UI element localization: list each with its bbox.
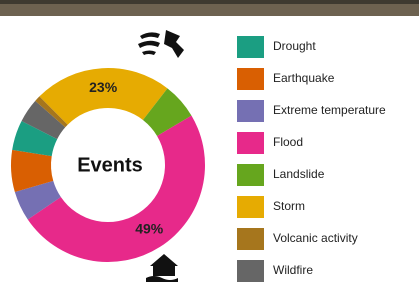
storm-icon bbox=[138, 30, 184, 58]
value-label: 23% bbox=[89, 79, 118, 95]
legend-swatch bbox=[237, 196, 264, 218]
page: Events 23% 49% Drought Earthquake Extreme te… bbox=[0, 0, 419, 282]
legend-swatch bbox=[237, 260, 264, 282]
value-label: 49% bbox=[135, 221, 164, 237]
center-title: Events bbox=[77, 154, 143, 176]
legend-label: Earthquake bbox=[273, 71, 335, 85]
legend-label: Wildfire bbox=[273, 263, 313, 277]
legend-label: Drought bbox=[273, 39, 316, 53]
legend-label: Extreme temperature bbox=[273, 103, 386, 117]
legend-swatch bbox=[237, 100, 264, 122]
legend-label: Flood bbox=[273, 135, 303, 149]
legend-label: Storm bbox=[273, 199, 305, 213]
legend-swatch bbox=[237, 36, 264, 58]
legend-label: Volcanic activity bbox=[273, 231, 358, 245]
flood-icon bbox=[146, 254, 178, 282]
legend-label: Landslide bbox=[273, 167, 325, 181]
legend-swatch bbox=[237, 164, 264, 186]
legend-swatch bbox=[237, 132, 264, 154]
chart: Events 23% 49% Drought Earthquake Extreme te… bbox=[0, 0, 419, 282]
legend-swatch bbox=[237, 228, 264, 250]
photo-strip-dark bbox=[0, 0, 419, 4]
legend-swatch bbox=[237, 68, 264, 90]
